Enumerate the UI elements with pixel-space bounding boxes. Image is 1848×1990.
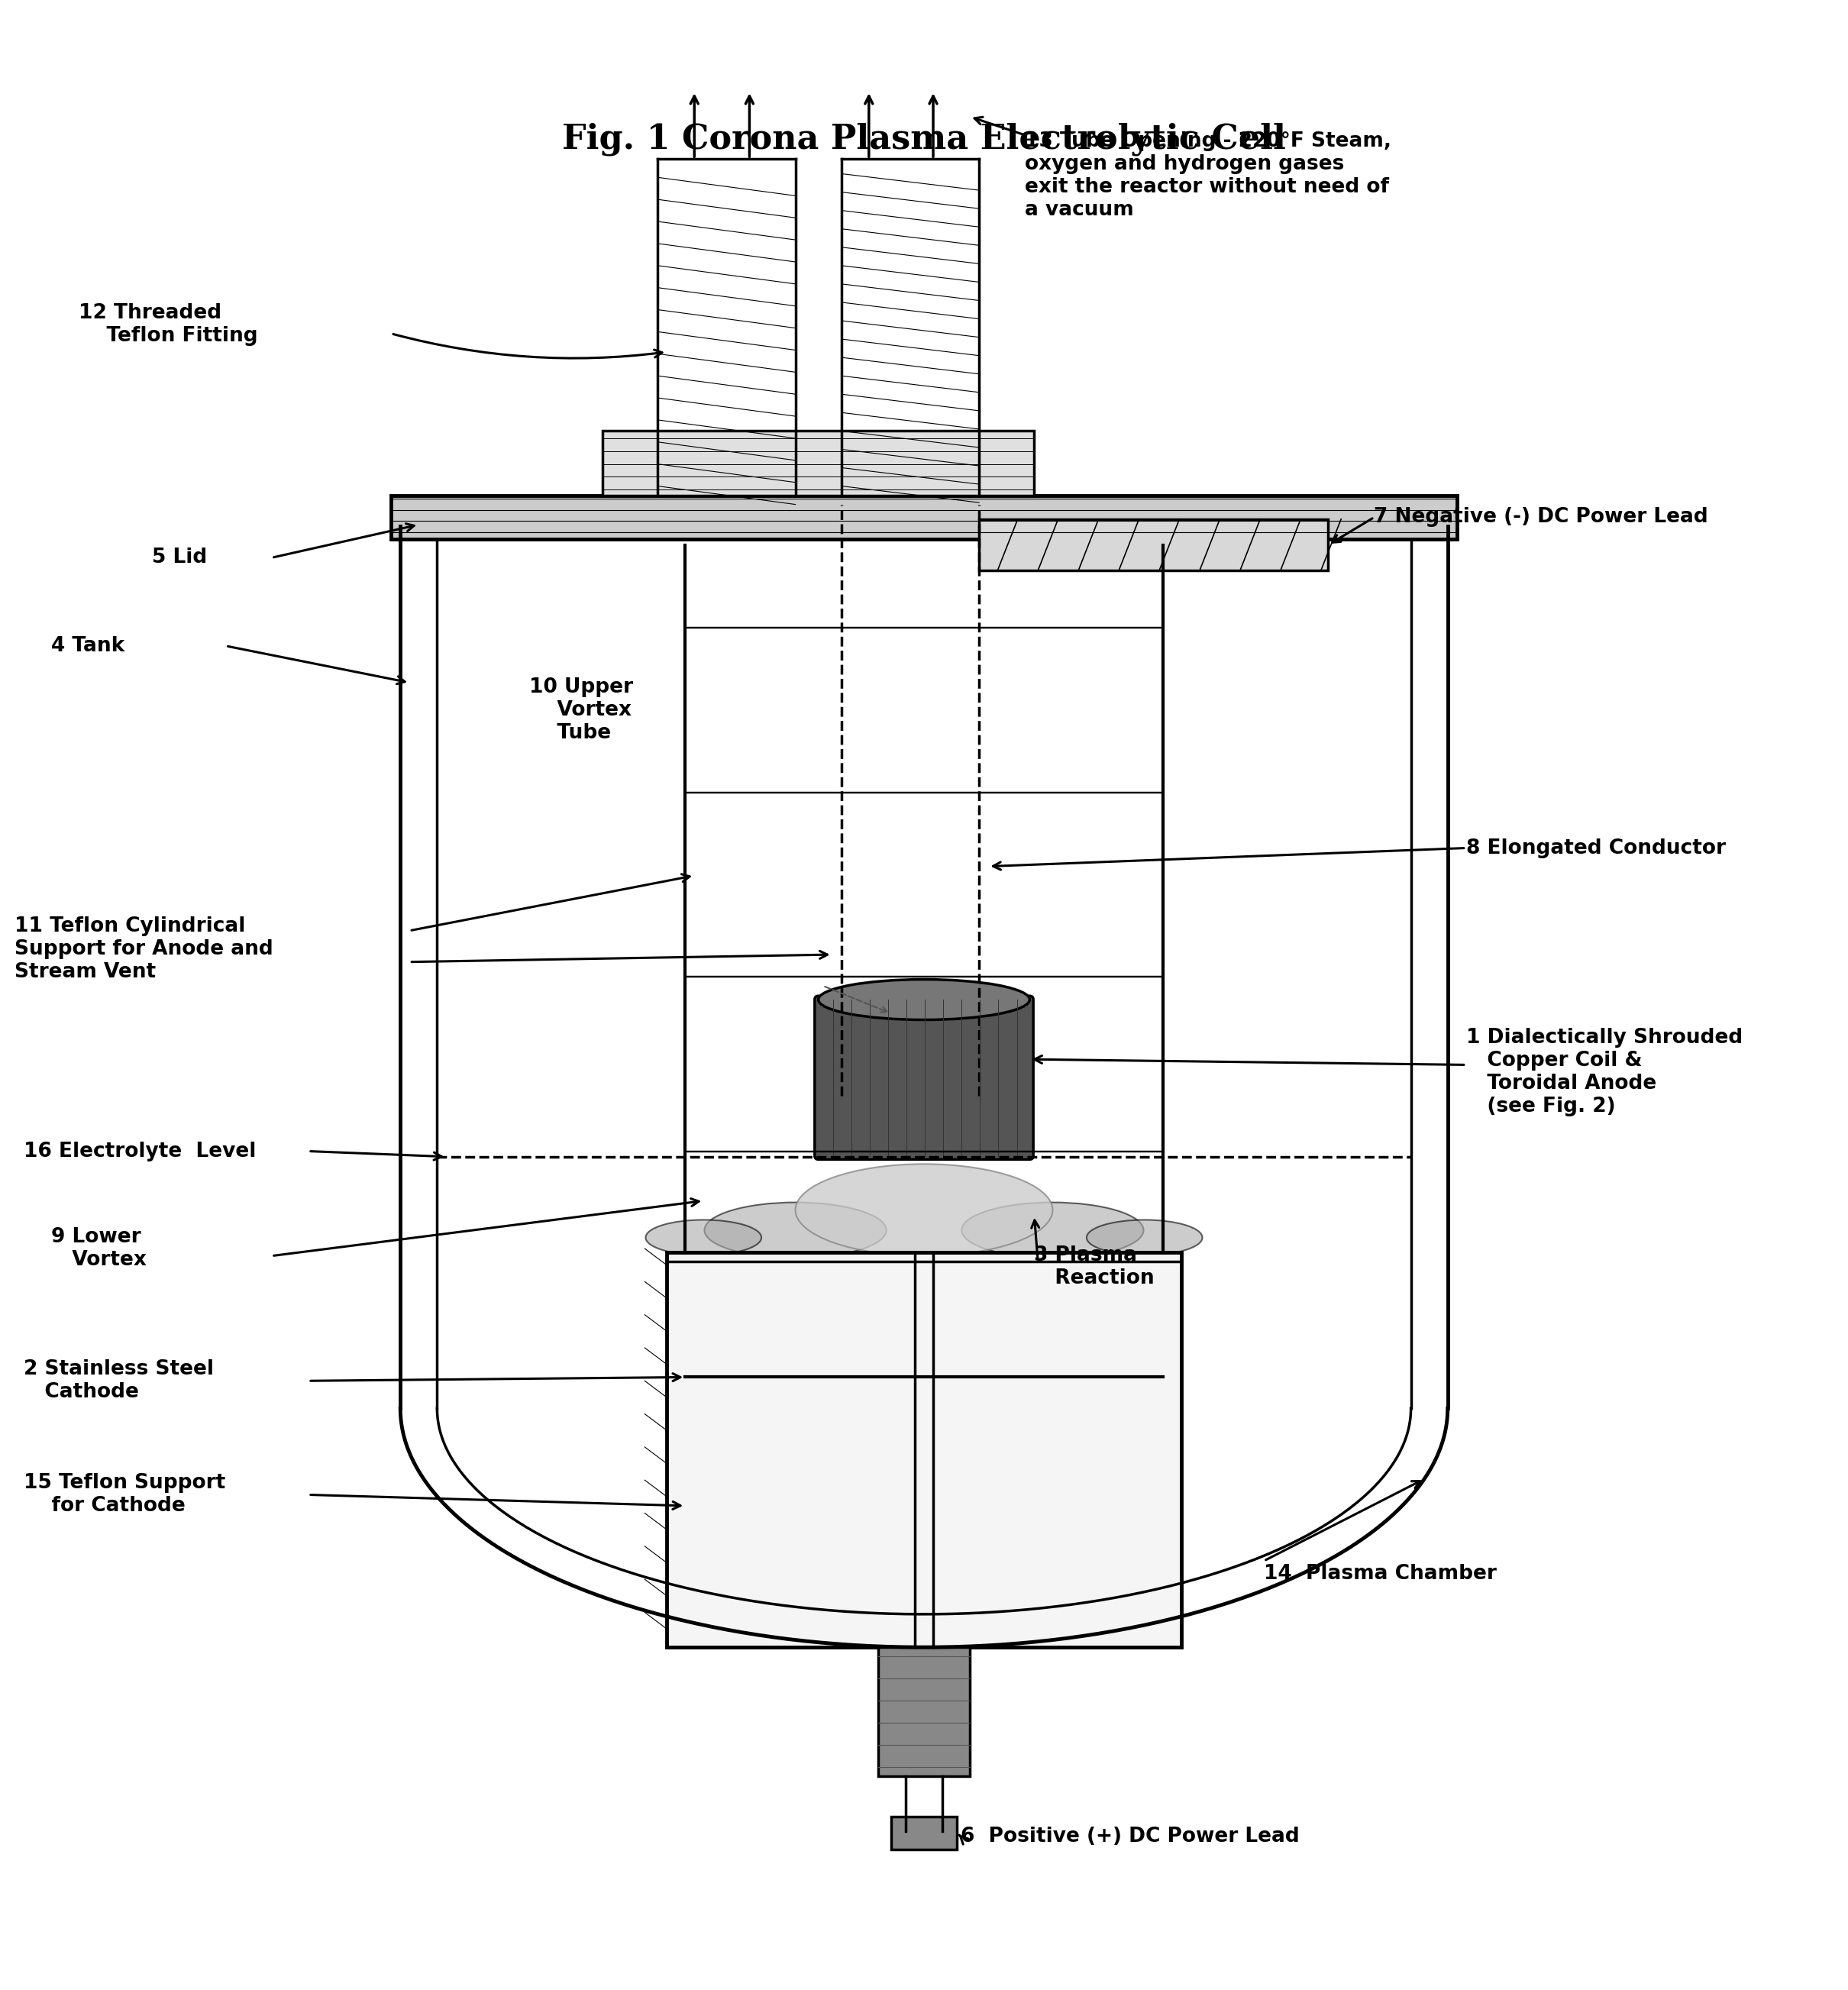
Bar — [979, 519, 1329, 571]
Text: 14  Plasma Chamber: 14 Plasma Chamber — [1264, 1564, 1497, 1584]
Text: 15 Teflon Support
    for Cathode: 15 Teflon Support for Cathode — [24, 1473, 225, 1516]
Ellipse shape — [819, 979, 1029, 1019]
FancyBboxPatch shape — [815, 995, 1033, 1160]
Text: 16 Electrolyte  Level: 16 Electrolyte Level — [24, 1140, 257, 1160]
Bar — [667, 1252, 1181, 1648]
Bar — [891, 1817, 957, 1849]
Ellipse shape — [1087, 1220, 1203, 1256]
Text: 12 Threaded
    Teflon Fitting: 12 Threaded Teflon Fitting — [79, 302, 259, 346]
Text: 11 Teflon Cylindrical
Support for Anode and
Stream Vent: 11 Teflon Cylindrical Support for Anode … — [15, 915, 274, 981]
Bar — [392, 496, 1456, 539]
Bar — [602, 432, 1035, 496]
Text: 13 Tube Opening - 220°F Steam,
oxygen and hydrogen gases
exit the reactor withou: 13 Tube Opening - 220°F Steam, oxygen an… — [1026, 131, 1392, 221]
Text: 9 Lower
   Vortex: 9 Lower Vortex — [52, 1228, 146, 1270]
Ellipse shape — [961, 1202, 1144, 1258]
Text: 8 Elongated Conductor: 8 Elongated Conductor — [1465, 838, 1726, 858]
Text: Fig. 1 Corona Plasma Electrolytic Cell: Fig. 1 Corona Plasma Electrolytic Cell — [562, 121, 1286, 155]
Text: 7 Negative (-) DC Power Lead: 7 Negative (-) DC Power Lead — [1375, 507, 1708, 527]
Bar — [878, 1648, 970, 1775]
Ellipse shape — [795, 1164, 1053, 1256]
Text: 4 Tank: 4 Tank — [52, 637, 124, 657]
Text: 1 Dialectically Shrouded
   Copper Coil &
   Toroidal Anode
   (see Fig. 2): 1 Dialectically Shrouded Copper Coil & T… — [1465, 1029, 1743, 1116]
Ellipse shape — [704, 1202, 887, 1258]
Text: 6  Positive (+) DC Power Lead: 6 Positive (+) DC Power Lead — [961, 1827, 1299, 1847]
Text: 5 Lid: 5 Lid — [152, 547, 207, 567]
Text: 10 Upper
    Vortex
    Tube: 10 Upper Vortex Tube — [529, 677, 632, 742]
Text: 2 Stainless Steel
   Cathode: 2 Stainless Steel Cathode — [24, 1359, 214, 1403]
Ellipse shape — [645, 1220, 761, 1256]
Text: 3 Plasma
   Reaction: 3 Plasma Reaction — [1035, 1246, 1155, 1288]
